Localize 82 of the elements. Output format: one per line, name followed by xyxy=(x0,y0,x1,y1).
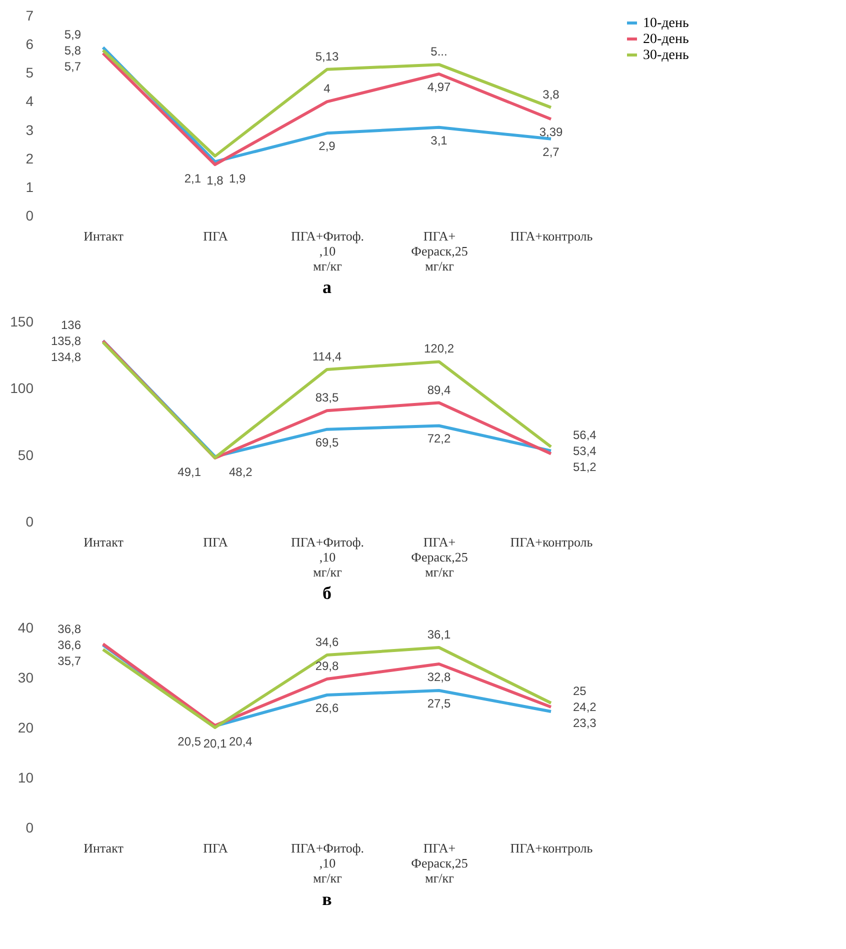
data-label: 27,5 xyxy=(427,696,451,710)
y-tick-label: 10 xyxy=(18,770,34,786)
text: б xyxy=(322,583,332,603)
data-label: 5,8 xyxy=(64,43,82,58)
x-tick-label: ПГА+ Фераск,25 мг/кг xyxy=(411,534,468,580)
y-tick-label: 0 xyxy=(26,820,34,836)
x-tick-label: ПГА+ Фераск,25 мг/кг xyxy=(411,228,468,274)
data-label: 36,8 xyxy=(58,622,82,636)
data-label: 4 xyxy=(324,82,331,96)
x-tick-label: Интакт xyxy=(84,534,124,550)
y-tick-label: 1 xyxy=(26,178,34,195)
data-label: 3,8 xyxy=(542,87,560,102)
data-label: 36,6 xyxy=(58,638,82,652)
y-tick-label: 150 xyxy=(10,314,34,330)
data-label: 120,2 xyxy=(424,342,454,356)
x-tick-label: ПГА+Фитоф. ,10 мг/кг xyxy=(290,228,364,274)
x-tick-label: ПГА+ Фераск,25 мг/кг xyxy=(411,840,468,886)
data-label: 69,5 xyxy=(315,435,339,450)
data-label: 4,97 xyxy=(427,80,451,94)
x-tick-label: Интакт xyxy=(84,228,124,244)
x-tick-label: ПГА+Фитоф. ,10 мг/кг xyxy=(290,840,364,886)
x-tick-label: ПГА xyxy=(203,228,229,244)
y-tick-label: 0 xyxy=(26,514,34,530)
data-label: 2,7 xyxy=(542,144,560,159)
x-tick-label: ПГА+контроль xyxy=(510,228,593,244)
data-label: 5,7 xyxy=(64,59,82,74)
data-label: 29,8 xyxy=(315,659,339,673)
y-tick-label: 7 xyxy=(26,8,34,24)
x-tick-label: ПГА xyxy=(203,840,229,856)
y-tick-label: 3 xyxy=(26,122,34,138)
x-tick-label: ПГА xyxy=(203,534,229,550)
data-label: 35,7 xyxy=(58,654,82,668)
data-label: 89,4 xyxy=(427,382,451,397)
data-label: 20,4 xyxy=(229,734,253,748)
data-label: 24,2 xyxy=(573,700,597,714)
y-tick-label: 50 xyxy=(18,446,34,463)
y-tick-label: 6 xyxy=(26,36,34,52)
y-tick-label: 30 xyxy=(18,670,34,686)
data-label: 3,1 xyxy=(430,133,448,148)
y-tick-label: 20 xyxy=(18,720,34,736)
y-tick-label: 5 xyxy=(26,64,34,81)
text: а xyxy=(322,277,332,297)
data-label: 83,5 xyxy=(315,390,339,405)
data-label: 51,2 xyxy=(573,460,597,474)
data-label: 20,5 xyxy=(178,734,202,748)
data-label: 72,2 xyxy=(427,432,451,446)
legend-label: 30-день xyxy=(643,48,689,63)
data-label: 36,1 xyxy=(427,628,451,642)
data-label: 5,13 xyxy=(315,49,339,64)
data-label: 2,9 xyxy=(318,139,336,154)
legend-label: 20-день xyxy=(643,32,689,47)
y-tick-label: 100 xyxy=(10,380,34,396)
y-tick-label: 0 xyxy=(26,208,34,224)
data-label: 134,8 xyxy=(50,350,82,364)
data-label: 56,4 xyxy=(573,428,597,442)
data-label: 1,9 xyxy=(229,172,246,186)
y-tick-label: 4 xyxy=(26,93,34,110)
data-label: 49,1 xyxy=(178,465,202,479)
data-label: 5,9 xyxy=(64,27,82,42)
data-label: 2,1 xyxy=(184,172,202,186)
data-label: 53,4 xyxy=(573,444,597,458)
data-label: 114,4 xyxy=(312,349,342,364)
y-tick-label: 2 xyxy=(26,150,34,166)
text: в xyxy=(322,889,332,909)
x-tick-label: ПГА+Фитоф. ,10 мг/кг xyxy=(290,534,364,580)
x-tick-label: Интакт xyxy=(84,840,124,856)
data-label: 34,6 xyxy=(315,635,339,649)
data-label: 5... xyxy=(430,44,448,59)
x-tick-label: ПГА+контроль xyxy=(510,840,593,856)
data-label: 25 xyxy=(573,684,587,698)
data-label: 23,3 xyxy=(573,716,597,730)
data-label: 135,8 xyxy=(50,334,82,348)
data-label: 1,8 xyxy=(206,174,224,188)
data-label: 3,39 xyxy=(539,125,563,140)
y-tick-label: 40 xyxy=(18,620,34,636)
x-tick-label: ПГА+контроль xyxy=(510,534,593,550)
legend-label: 10-день xyxy=(643,16,689,31)
data-label: 20,1 xyxy=(203,736,227,750)
data-label: 26,6 xyxy=(315,701,339,715)
data-label: 136 xyxy=(60,318,82,332)
data-label: 32,8 xyxy=(427,670,451,684)
data-label: 48,2 xyxy=(229,465,253,479)
